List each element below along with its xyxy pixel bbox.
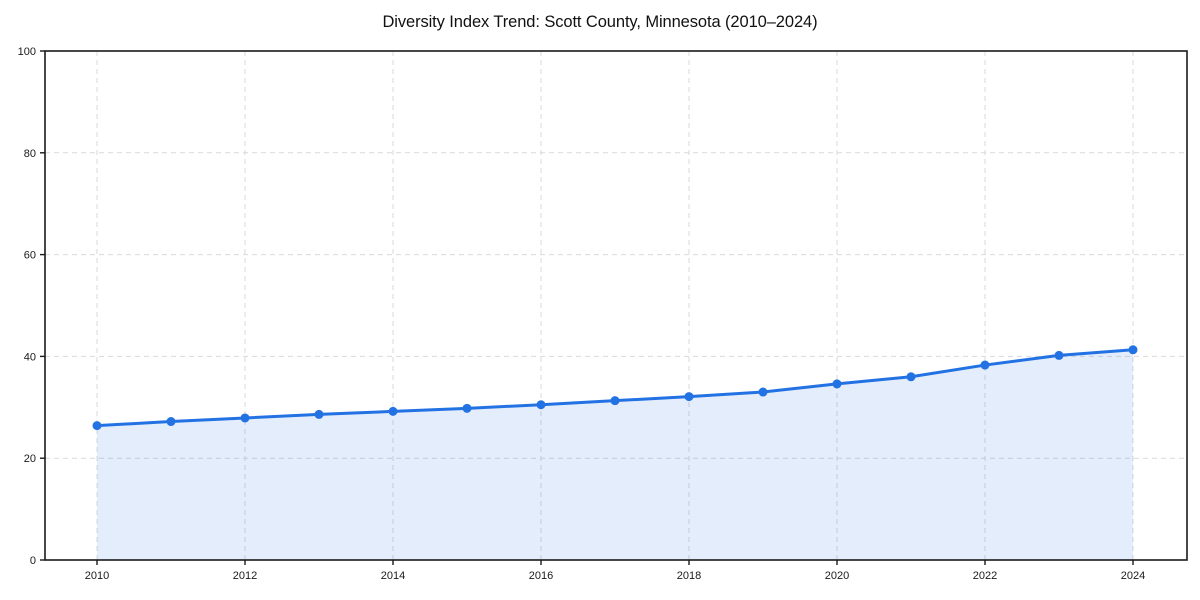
y-tick-label-60: 60	[24, 250, 36, 262]
data-point-2022	[980, 360, 990, 370]
data-point-2021	[906, 372, 916, 382]
y-tick-label-40: 40	[24, 351, 36, 363]
data-point-2010	[92, 421, 102, 431]
y-tick-label-0: 0	[30, 555, 36, 567]
data-point-2016	[536, 400, 546, 410]
data-point-2018	[684, 392, 694, 402]
x-tick-label-2012: 2012	[233, 570, 257, 582]
data-point-2020	[832, 379, 842, 389]
data-point-2015	[462, 403, 472, 413]
data-point-2014	[388, 406, 398, 416]
data-point-2024	[1128, 345, 1138, 355]
plot-border	[44, 50, 1188, 561]
y-tick-label-100: 100	[18, 46, 36, 58]
x-tick-label-2022: 2022	[973, 570, 997, 582]
data-point-2012	[240, 413, 250, 423]
data-point-2023	[1054, 350, 1064, 360]
x-tick-label-2024: 2024	[1121, 570, 1145, 582]
x-tick-label-2014: 2014	[381, 570, 405, 582]
data-point-2019	[758, 387, 768, 397]
y-tick-label-20: 20	[24, 453, 36, 465]
data-point-2013	[314, 409, 324, 419]
x-tick-label-2018: 2018	[677, 570, 701, 582]
x-tick-label-2020: 2020	[825, 570, 849, 582]
area-fill	[97, 349, 1133, 560]
data-point-2011	[166, 417, 176, 427]
data-point-2017	[610, 396, 620, 406]
chart-title: Diversity Index Trend: Scott County, Min…	[382, 13, 818, 31]
x-tick-label-2016: 2016	[529, 570, 553, 582]
x-tick-label-2010: 2010	[85, 570, 109, 582]
y-tick-label-80: 80	[24, 148, 36, 160]
